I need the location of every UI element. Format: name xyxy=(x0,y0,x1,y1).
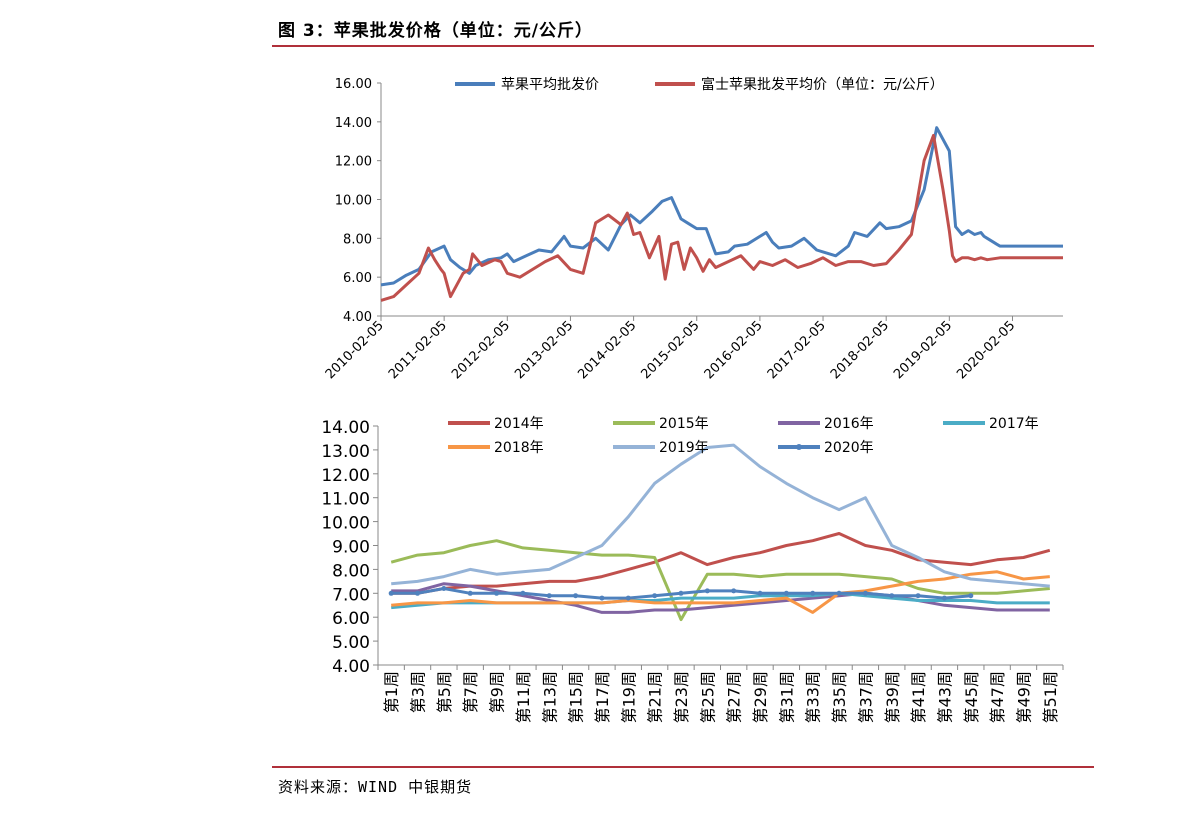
series-point xyxy=(757,590,763,596)
series-line-2018年 xyxy=(391,570,1050,614)
series-point xyxy=(599,595,605,601)
series-point xyxy=(862,590,868,596)
x-tick-label: 第15周 xyxy=(567,671,586,723)
series-point xyxy=(731,588,737,594)
x-tick-label: 第1周 xyxy=(382,671,401,713)
bottom-rule xyxy=(272,766,1094,768)
series-point xyxy=(520,590,526,596)
x-tick-label: 第31周 xyxy=(777,671,796,723)
x-tick-label: 第29周 xyxy=(751,671,770,723)
series-point xyxy=(941,595,947,601)
y-tick-label: 11.00 xyxy=(321,490,370,510)
legend-label-7: 2020年 xyxy=(824,440,874,456)
legend-label-2: 2015年 xyxy=(659,416,709,432)
x-tick-label: 第7周 xyxy=(461,671,480,713)
x-tick-label: 第51周 xyxy=(1041,671,1060,723)
legend-label-2: 富士苹果批发平均价（单位：元/公斤） xyxy=(701,76,944,93)
series-point xyxy=(415,590,421,596)
x-tick-label: 第27周 xyxy=(725,671,744,723)
figure-title: 图 3：苹果批发价格（单位：元/公斤） xyxy=(278,21,593,41)
x-tick-label: 第21周 xyxy=(646,671,665,723)
legend-label-6: 2019年 xyxy=(659,440,709,456)
x-tick-label: 第9周 xyxy=(488,671,507,713)
x-tick-label: 第45周 xyxy=(962,671,981,723)
series-point xyxy=(968,593,974,599)
x-tick-label: 第33周 xyxy=(804,671,823,723)
series-point xyxy=(915,593,921,599)
x-tick-label: 第13周 xyxy=(540,671,559,723)
top-rule xyxy=(272,45,1094,47)
y-tick-label: 12.00 xyxy=(335,155,372,170)
legend-label-1: 苹果平均批发价 xyxy=(501,77,599,93)
series-line-2019年 xyxy=(391,443,1050,588)
series-point xyxy=(546,593,552,599)
y-tick-label: 14.00 xyxy=(335,116,372,131)
series-point xyxy=(494,590,500,596)
y-tick-label: 10.00 xyxy=(335,194,372,209)
y-tick-label: 13.00 xyxy=(321,442,370,462)
series-point xyxy=(889,593,895,599)
x-tick-label: 第11周 xyxy=(514,671,533,723)
legend-label-3: 2016年 xyxy=(824,416,874,432)
y-tick-label: 5.00 xyxy=(332,633,370,653)
x-tick-label: 第49周 xyxy=(1014,671,1033,723)
y-tick-label: 14.00 xyxy=(321,418,370,438)
series-point xyxy=(441,586,447,592)
x-tick-label: 第19周 xyxy=(619,671,638,723)
series-line-2015年 xyxy=(390,539,1050,622)
y-tick-label: 8.00 xyxy=(343,232,372,247)
y-tick-label: 6.00 xyxy=(343,271,372,286)
y-tick-label: 4.00 xyxy=(343,310,372,325)
series-point xyxy=(704,588,710,594)
source-note: 资料来源：WIND 中银期货 xyxy=(278,778,473,796)
y-tick-label: 12.00 xyxy=(321,466,370,486)
series-point xyxy=(783,590,789,596)
series-line-1 xyxy=(380,126,1063,287)
series-line-2014年 xyxy=(391,532,1051,595)
series-point xyxy=(652,593,658,599)
legend-label-5: 2018年 xyxy=(494,440,544,456)
y-tick-label: 10.00 xyxy=(321,514,370,534)
series-line-2 xyxy=(380,133,1063,302)
legend-label-4: 2017年 xyxy=(989,416,1039,432)
series-point xyxy=(678,590,684,596)
y-tick-label: 4.00 xyxy=(332,657,370,677)
legend-label-1: 2014年 xyxy=(494,416,544,432)
series-point xyxy=(467,590,473,596)
y-tick-label: 7.00 xyxy=(332,585,370,605)
series-point xyxy=(810,590,816,596)
x-tick-label: 第17周 xyxy=(593,671,612,723)
x-tick-label: 第43周 xyxy=(935,671,954,723)
y-tick-label: 8.00 xyxy=(332,561,370,581)
y-tick-label: 9.00 xyxy=(332,538,370,558)
x-tick-label: 第37周 xyxy=(856,671,875,723)
legend-marker xyxy=(796,444,802,450)
series-line-2016年 xyxy=(391,582,1050,614)
x-tick-label: 第47周 xyxy=(988,671,1007,723)
x-tick-label: 第3周 xyxy=(409,671,428,713)
x-tick-label: 第35周 xyxy=(830,671,849,723)
series-point xyxy=(388,590,394,596)
x-tick-label: 第23周 xyxy=(672,671,691,723)
x-tick-label: 第41周 xyxy=(909,671,928,723)
x-tick-label: 第5周 xyxy=(435,671,454,713)
series-point xyxy=(836,590,842,596)
series-point xyxy=(625,595,631,601)
y-tick-label: 16.00 xyxy=(335,77,372,92)
x-tick-label: 第25周 xyxy=(698,671,717,723)
series-point xyxy=(573,593,579,599)
x-tick-label: 第39周 xyxy=(883,671,902,723)
y-tick-label: 6.00 xyxy=(332,609,370,629)
